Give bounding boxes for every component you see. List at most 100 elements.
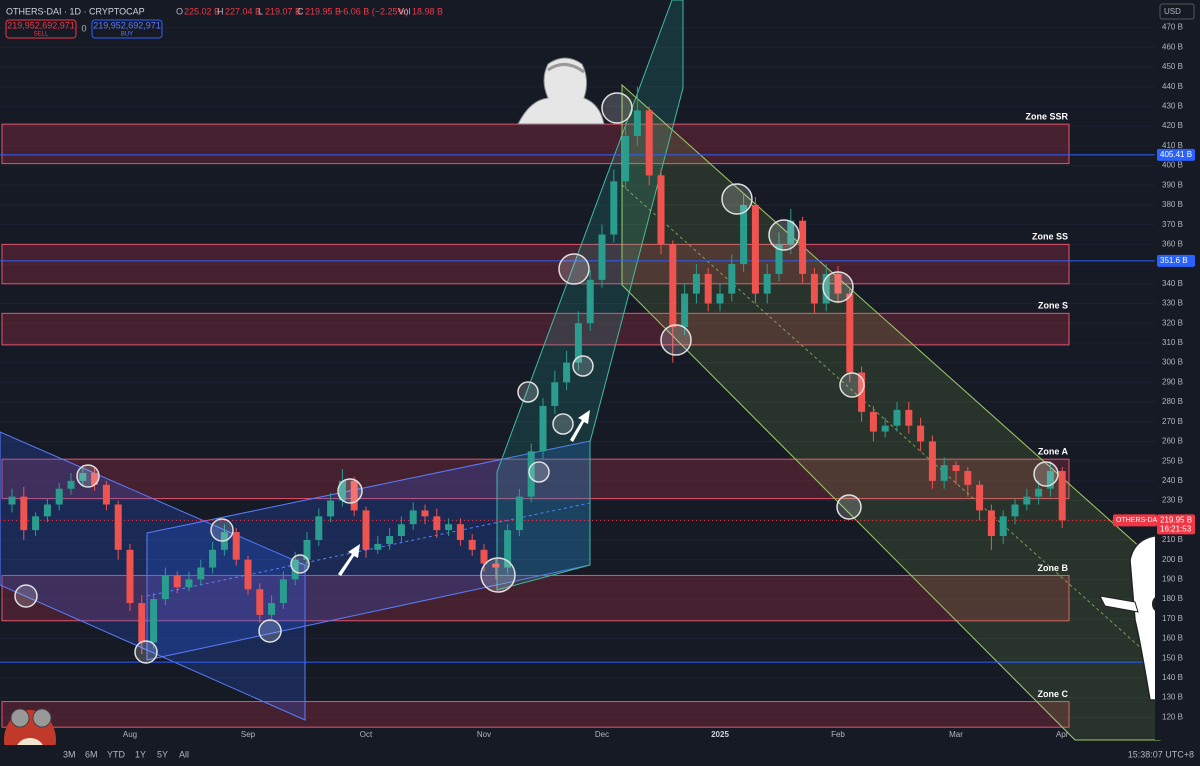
y-tick-label: 150 B <box>1162 653 1183 662</box>
range-buttons: 3M 6M YTD 1Y 5Y All <box>63 749 189 759</box>
candle-body <box>409 510 417 525</box>
y-tick-label: 310 B <box>1162 338 1183 347</box>
candle-body <box>1046 470 1054 489</box>
y-tick-label: 360 B <box>1162 239 1183 248</box>
x-tick-label: Mar <box>949 730 963 739</box>
candle-body <box>397 524 405 537</box>
circle <box>721 183 753 215</box>
x-tick-label: Nov <box>477 730 491 739</box>
range-button[interactable]: YTD <box>107 749 126 759</box>
range-button[interactable]: 1Y <box>135 749 146 759</box>
range-button[interactable]: 6M <box>85 749 98 759</box>
candle-body <box>291 559 299 580</box>
candle-body <box>964 470 972 485</box>
currency: USD <box>1164 7 1181 16</box>
candle-body <box>976 484 984 511</box>
candle-body <box>327 500 335 517</box>
price-scale: 120 B 130 B 140 B 150 B 160 B 170 B 180 B 190 B… <box>1162 23 1183 722</box>
candle-body <box>315 516 323 540</box>
candle-body <box>102 484 110 505</box>
candle-body <box>881 425 889 432</box>
candle-body <box>775 244 783 274</box>
ohlc-value: 219.07 B <box>265 6 301 16</box>
circle <box>822 271 854 303</box>
candle-body <box>645 110 653 176</box>
header: OTHERS-DAI · 1D · CRYPTOCAP O 225.02 B H… <box>5 3 1195 39</box>
candle-body <box>657 175 665 245</box>
y-tick-label: 170 B <box>1162 614 1183 623</box>
candle-body <box>563 362 571 383</box>
buy-button[interactable] <box>91 19 163 39</box>
y-tick-label: 140 B <box>1162 673 1183 682</box>
descending-channel <box>0 431 306 721</box>
ohlc-value: 225.02 B <box>184 6 220 16</box>
symbol: OTHERS-DAI · 1D · CRYPTOCAP <box>6 6 145 16</box>
candle-body <box>279 579 287 604</box>
candle-body <box>114 504 122 550</box>
zone-label: Zone A <box>1038 447 1069 457</box>
y-tick-label: 200 B <box>1162 555 1183 564</box>
range-button[interactable]: 3M <box>63 749 76 759</box>
candle-body <box>622 135 630 182</box>
candle-body <box>846 293 854 373</box>
vol-value: 18.98 B <box>412 6 443 16</box>
candle-body <box>350 480 358 511</box>
zone <box>1 701 1070 728</box>
sell-button[interactable] <box>5 19 77 39</box>
last-price-tag <box>1157 514 1195 535</box>
grid <box>0 27 1155 718</box>
candle-body <box>598 234 606 280</box>
y-tick-label: 250 B <box>1162 456 1183 465</box>
bottom-toolbar <box>0 745 1200 766</box>
candle-body <box>161 575 169 600</box>
spread: 0 <box>81 23 86 33</box>
candle-body <box>527 451 535 497</box>
candle-body <box>468 539 476 550</box>
y-tick-label: 400 B <box>1162 161 1183 170</box>
circle <box>480 557 516 593</box>
candle-body <box>8 496 16 505</box>
y-tick-label: 160 B <box>1162 634 1183 643</box>
candle-body <box>433 516 441 531</box>
y-tick-label: 420 B <box>1162 121 1183 130</box>
candle-body <box>43 504 51 517</box>
candle-body <box>492 563 500 568</box>
y-tick-label: 260 B <box>1162 437 1183 446</box>
x-tick-label: Oct <box>360 730 373 739</box>
candle-body <box>209 549 217 568</box>
candle-body <box>905 409 913 426</box>
y-tick-label: 130 B <box>1162 693 1183 702</box>
candle-body <box>150 599 158 643</box>
zone <box>1 243 1070 285</box>
zone-label: Zone S <box>1038 301 1068 311</box>
candle-body <box>185 579 193 588</box>
candle-body <box>716 293 724 304</box>
vol-key: Vol <box>398 6 411 16</box>
candle-body <box>539 405 547 452</box>
candle-body <box>799 220 807 274</box>
range-button[interactable]: All <box>179 749 189 759</box>
countdown: 16:21:53 <box>1160 524 1192 533</box>
y-tick-label: 460 B <box>1162 42 1183 51</box>
candle-body <box>940 465 948 481</box>
last-price-name: OTHERS-DAI <box>1116 517 1159 524</box>
time-scale: Aug Sep Oct Nov Dec 2025 Feb Mar Apr <box>123 730 1069 739</box>
price-line-label: 405.41 B <box>1160 150 1192 159</box>
x-tick-label: Dec <box>595 730 609 739</box>
currency-button[interactable] <box>1159 3 1195 20</box>
arrow <box>338 544 360 576</box>
candle-body <box>303 539 311 560</box>
candle-body <box>869 411 877 432</box>
candle-body <box>244 559 252 590</box>
clock: 15:38:07 UTC+8 <box>1128 749 1194 759</box>
candle-body <box>456 524 464 540</box>
range-button[interactable]: 5Y <box>157 749 168 759</box>
y-tick-label: 390 B <box>1162 180 1183 189</box>
candle-body <box>362 510 370 550</box>
candle-body <box>386 536 394 544</box>
price-line-label: 351.6 B <box>1160 256 1188 265</box>
y-tick-label: 470 B <box>1162 23 1183 32</box>
buy-price: 219,952,692,971 <box>93 20 161 30</box>
candle-body <box>633 110 641 136</box>
candle-body <box>893 409 901 426</box>
